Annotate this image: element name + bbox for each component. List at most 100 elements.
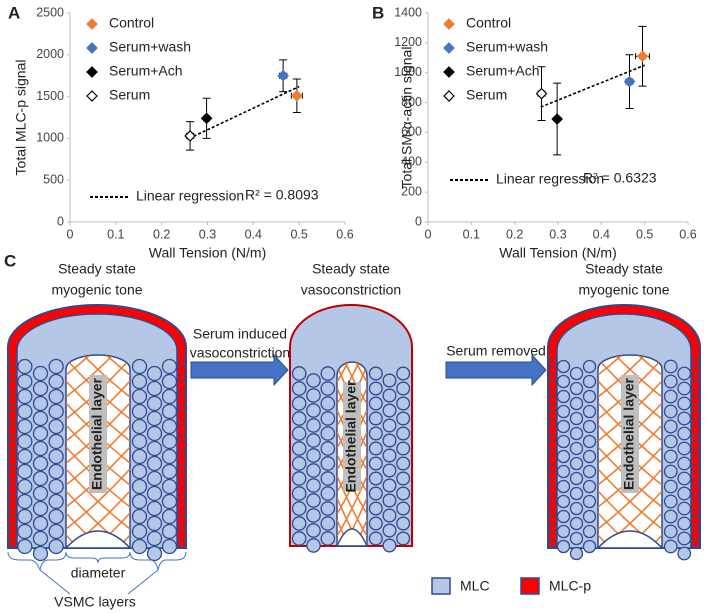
regression-line [188, 85, 300, 140]
red-cell [548, 388, 557, 398]
process-arrow [190, 353, 289, 387]
x-tick-label: 0.6 [679, 227, 696, 241]
vsmc-cell [368, 426, 383, 441]
vsmc-cell [556, 419, 571, 434]
y-tick-label: 400 [401, 155, 422, 169]
endothelial-mesh [598, 355, 662, 548]
vsmc-cell [291, 501, 307, 516]
vsmc-cell [161, 358, 178, 375]
vsmc-cell [32, 395, 49, 412]
vsmc-cell [291, 396, 307, 411]
legend-marker [86, 66, 98, 78]
diameter-bracket [65, 551, 131, 564]
panel-label: B [372, 3, 384, 22]
vsmc-cell [146, 365, 163, 382]
vsmc-cell [161, 418, 178, 435]
vsmc-cell [569, 381, 584, 396]
vsmc-cell [396, 411, 411, 426]
vsmc-cell [291, 516, 307, 531]
vsmc-cell [146, 425, 163, 442]
vsmc-cell [131, 373, 148, 390]
vsmc-cell [569, 441, 584, 456]
red-cell [691, 508, 700, 518]
vsmc-cell [291, 531, 307, 546]
red-cell [8, 478, 17, 488]
vsmc-cell [306, 508, 321, 523]
vsmc-cell [556, 464, 571, 479]
point [623, 75, 636, 88]
red-cell [691, 358, 700, 368]
vsmc-cell [17, 478, 33, 495]
legend-label: Serum [109, 87, 150, 103]
vsmc-cell [582, 419, 597, 434]
vsmc-cell [382, 448, 397, 463]
vsmc-cell [396, 426, 411, 441]
vsmc-cell [368, 381, 383, 396]
x-tick-label: 0.4 [245, 227, 262, 241]
vsmc-cell [582, 434, 597, 449]
vsmc-cell [131, 463, 148, 480]
vsmc-cell [320, 396, 336, 411]
red-cell [8, 373, 17, 383]
vsmc-cell [320, 471, 336, 486]
endothelial-bar [343, 382, 361, 491]
red-cell [691, 373, 700, 383]
vsmc-bracket [7, 551, 187, 595]
vsmc-cell [582, 374, 597, 389]
vsmc-cell [131, 493, 148, 510]
vsmc-cell [368, 411, 383, 426]
red-cell [548, 403, 557, 413]
vsmc-cell [291, 411, 307, 426]
vessel: Endothelial layer [289, 304, 413, 553]
vsmc-cell [32, 530, 49, 547]
vsmc-cell [396, 486, 411, 501]
vsmc-cell [663, 494, 678, 509]
vsmc-cell [382, 463, 397, 478]
vsmc-cell [677, 411, 692, 426]
red-cell [691, 463, 700, 473]
legend-marker [86, 18, 98, 30]
vsmc-cell [368, 531, 383, 546]
vsmc-cell [291, 381, 307, 396]
legend-marker [443, 90, 455, 102]
vsmc-cell [306, 523, 321, 538]
vsmc-cell [306, 493, 321, 508]
arrow-label: Serum removed [446, 343, 546, 359]
vsmc-cell [320, 426, 336, 441]
mesh-strand [598, 355, 662, 376]
vsmc-cell [131, 418, 148, 435]
red-cell [177, 358, 186, 368]
x-tick-label: 0.5 [290, 227, 307, 241]
red-cell [177, 373, 186, 383]
mesh-strand [337, 362, 367, 383]
lumen-opening [335, 528, 369, 547]
vsmc-cell [569, 471, 584, 486]
vsmc-cell [569, 516, 584, 531]
red-cell [177, 463, 186, 473]
red-cell [548, 448, 557, 458]
vsmc-cell [32, 365, 49, 382]
mesh-strand [337, 362, 367, 405]
vsmc-cell [146, 500, 163, 517]
r-squared: R² = 0.8093 [245, 187, 319, 203]
vsmc-cell [306, 403, 321, 418]
vsmc-cell [146, 410, 163, 427]
vsmc-cell [320, 501, 336, 516]
vsmc-cell [677, 441, 692, 456]
y-tick-label: 600 [401, 125, 422, 139]
vsmc-cell [663, 479, 678, 494]
x-tick-label: 0.3 [199, 227, 216, 241]
vsmc-cell [396, 441, 411, 456]
vsmc-cell [396, 366, 411, 381]
panel-label: C [4, 251, 16, 270]
vsmc-cell [582, 359, 597, 374]
legend-label: Serum+Ach [109, 63, 183, 79]
red-cell [548, 358, 557, 368]
vsmc-cell [306, 448, 321, 463]
legend-marker [443, 66, 455, 78]
vsmc-cell [663, 524, 678, 539]
red-cell [691, 523, 700, 533]
vsmc-cell [368, 441, 383, 456]
mesh-strand [337, 362, 367, 383]
vsmc-cell [131, 403, 148, 420]
